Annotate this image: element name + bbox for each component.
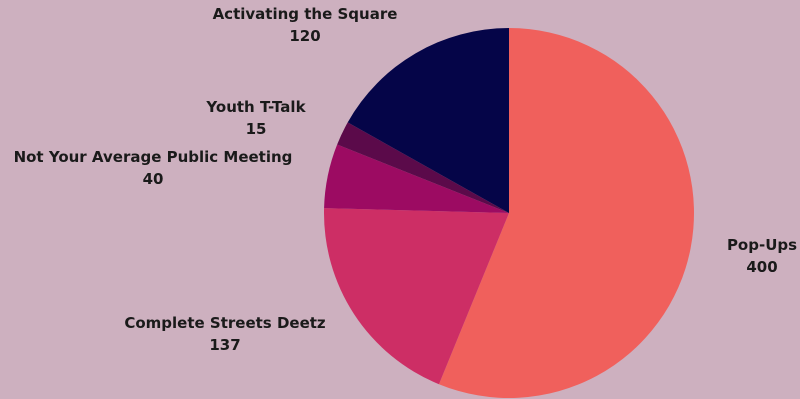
label-activating-square-value: 120 [289,27,321,45]
label-activating-square-name: Activating the Square [212,5,398,23]
pie-slice-complete-streets-deetz [323,208,509,385]
label-public-meeting-value: 40 [142,170,164,188]
pie-slice-activating-the-square [347,28,509,213]
label-youth-t-talk-value: 15 [245,120,267,138]
label-public-meeting: Not Your Average Public Meeting 40 [8,146,298,190]
label-pop-ups-name: Pop-Ups [726,236,798,254]
label-complete-streets-value: 137 [209,336,241,354]
label-pop-ups: Pop-Ups 400 [722,234,800,278]
label-activating-square: Activating the Square 120 [200,3,410,47]
pie-slice-youth-t-talk [337,122,509,213]
label-complete-streets-name: Complete Streets Deetz [124,314,326,332]
pie-slice-not-your-average-public-meeting [324,144,509,213]
pie-slice-pop-ups [438,28,694,398]
label-youth-t-talk-name: Youth T-Talk [206,98,306,116]
label-youth-t-talk: Youth T-Talk 15 [196,96,316,140]
label-pop-ups-value: 400 [746,258,778,276]
label-public-meeting-name: Not Your Average Public Meeting [13,148,293,166]
label-complete-streets: Complete Streets Deetz 137 [110,312,340,356]
